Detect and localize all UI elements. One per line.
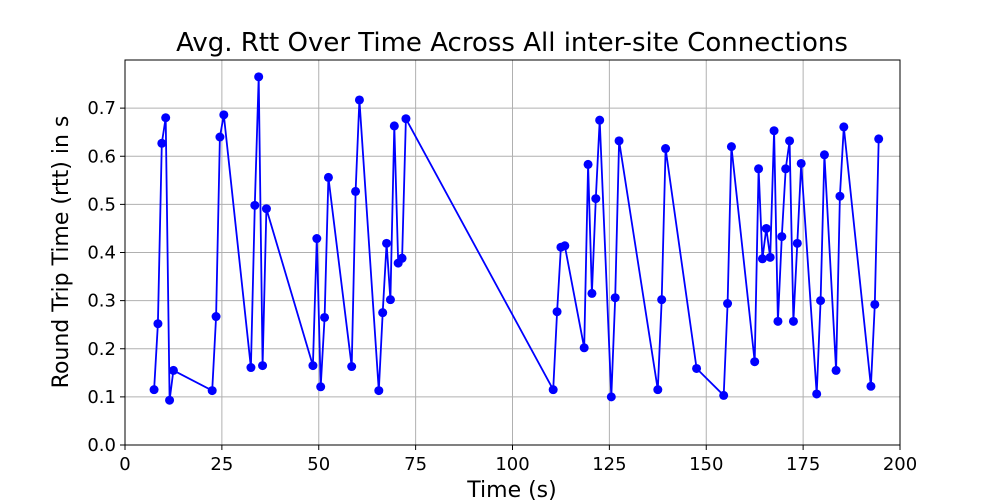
data-point <box>866 381 876 391</box>
data-point <box>796 158 806 168</box>
y-tick-label: 0.4 <box>87 243 116 264</box>
data-point <box>788 316 798 326</box>
data-point <box>754 164 764 174</box>
y-axis-label: Round Trip Time (rtt) in s <box>49 116 74 389</box>
data-point <box>211 312 221 322</box>
data-point <box>219 110 229 120</box>
x-tick-label: 200 <box>883 454 917 475</box>
data-point <box>777 232 787 242</box>
data-point <box>723 299 733 309</box>
data-point <box>750 357 760 367</box>
x-tick-label: 100 <box>495 454 529 475</box>
x-tick-label: 150 <box>689 454 723 475</box>
data-point <box>785 136 795 146</box>
data-point <box>320 312 330 322</box>
data-point <box>389 121 399 131</box>
data-point <box>165 395 175 405</box>
data-point <box>812 389 822 399</box>
data-point <box>254 72 264 82</box>
chart-title: Avg. Rtt Over Time Across All inter-site… <box>176 28 848 58</box>
data-point <box>692 363 702 373</box>
data-point <box>874 134 884 144</box>
data-point <box>839 122 849 132</box>
data-point <box>781 164 791 174</box>
y-tick-label: 0.0 <box>87 435 116 456</box>
data-point <box>161 113 171 123</box>
data-point <box>312 234 322 244</box>
data-point <box>653 385 663 395</box>
data-point <box>726 142 736 152</box>
data-point <box>757 254 767 264</box>
data-point <box>719 390 729 400</box>
data-point <box>382 238 392 248</box>
data-point <box>773 316 783 326</box>
y-tick-label: 0.5 <box>87 194 116 215</box>
data-point <box>401 114 411 124</box>
data-point <box>579 343 589 353</box>
y-tick-label: 0.6 <box>87 146 116 167</box>
data-point <box>308 361 318 371</box>
data-point <box>614 136 624 146</box>
data-point <box>819 150 829 160</box>
y-tick-label: 0.7 <box>87 98 116 119</box>
data-point <box>552 307 562 317</box>
data-point <box>761 223 771 233</box>
x-tick-label: 175 <box>786 454 820 475</box>
data-point <box>378 308 388 318</box>
y-tick-label: 0.1 <box>87 387 116 408</box>
x-tick-label: 75 <box>404 454 427 475</box>
data-point <box>831 365 841 375</box>
x-tick-label: 0 <box>119 454 130 475</box>
data-point <box>323 172 333 182</box>
data-point <box>207 386 217 396</box>
data-point <box>215 132 225 142</box>
data-point <box>835 191 845 201</box>
data-point <box>816 296 826 306</box>
data-point <box>385 295 395 305</box>
data-point <box>657 295 667 305</box>
data-point <box>246 363 256 373</box>
data-point <box>870 299 880 309</box>
x-axis-label: Time (s) <box>466 478 556 500</box>
data-point <box>374 386 384 396</box>
data-point <box>347 362 357 372</box>
y-tick-label: 0.3 <box>87 291 116 312</box>
data-point <box>250 200 260 210</box>
y-axis-ticks: 0.0 0.1 0.2 0.3 0.4 0.5 0.6 0.7 <box>87 98 125 456</box>
data-point <box>769 126 779 136</box>
data-point <box>548 385 558 395</box>
data-point <box>610 293 620 303</box>
y-tick-label: 0.2 <box>87 339 116 360</box>
data-point <box>560 241 570 251</box>
data-point <box>351 186 361 196</box>
data-point <box>258 361 268 371</box>
x-axis-ticks: 0 25 50 75 100 125 150 175 200 <box>119 445 917 475</box>
x-tick-label: 50 <box>307 454 330 475</box>
data-point <box>765 252 775 262</box>
x-tick-label: 125 <box>592 454 626 475</box>
data-point <box>168 365 178 375</box>
data-point <box>397 253 407 263</box>
series-line-group <box>149 72 884 405</box>
data-point <box>606 392 616 402</box>
data-point <box>316 382 326 392</box>
data-point <box>149 385 159 395</box>
data-point <box>583 159 593 169</box>
data-point <box>157 138 167 148</box>
data-point <box>595 115 605 125</box>
data-point <box>261 204 271 214</box>
data-point <box>587 288 597 298</box>
data-point <box>354 95 364 105</box>
x-tick-label: 25 <box>210 454 233 475</box>
data-point <box>591 194 601 204</box>
data-point <box>661 144 671 154</box>
data-point <box>792 238 802 248</box>
data-point <box>153 319 163 329</box>
series-line <box>153 76 880 401</box>
